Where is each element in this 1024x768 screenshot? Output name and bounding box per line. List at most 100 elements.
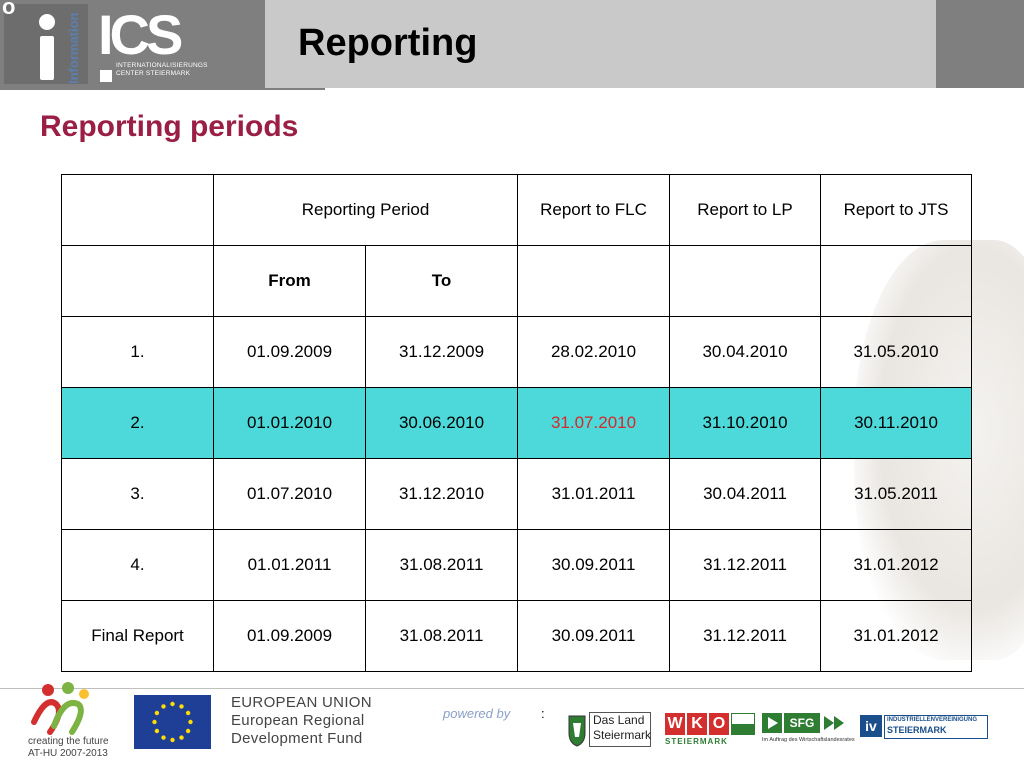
subheader-blank-cell bbox=[820, 245, 973, 317]
row-label: 4. bbox=[61, 529, 214, 601]
cell-from: 01.07.2010 bbox=[213, 458, 366, 530]
row-label: Final Report bbox=[61, 600, 214, 672]
subheader-blank-cell bbox=[669, 245, 822, 317]
cell-from: 01.01.2010 bbox=[213, 387, 366, 459]
iv-steiermark-logo: iv INDUSTRIELLENVEREINIGUNG STEIERMARK bbox=[860, 715, 988, 739]
cell-report-lp: 30.04.2011 bbox=[669, 458, 822, 530]
subheader-blank-cell bbox=[61, 245, 214, 317]
das-land-line2: Steiermark bbox=[593, 728, 652, 742]
cell-report-jts: 31.01.2012 bbox=[820, 529, 973, 601]
ics-logo-subtitle: INTERNATIONALISIERUNGS CENTER STEIERMARK bbox=[116, 62, 208, 78]
cell-to: 31.08.2011 bbox=[364, 529, 519, 601]
das-land-steiermark-logo: Das Land Steiermark bbox=[568, 712, 651, 748]
eu-fund-text: EUROPEAN UNION European Regional Develop… bbox=[231, 694, 372, 748]
ics-logo-square bbox=[100, 70, 112, 82]
powered-by-colon: : bbox=[541, 706, 545, 721]
cell-report-flc-highlighted: 31.07.2010 bbox=[517, 387, 671, 459]
cell-from: 01.01.2011 bbox=[213, 529, 366, 601]
row-label: 1. bbox=[61, 316, 214, 388]
wko-letter-o: O bbox=[709, 713, 729, 735]
cell-from: 01.09.2009 bbox=[213, 316, 366, 388]
wko-letter-w: W bbox=[665, 713, 685, 735]
iv-text-box: INDUSTRIELLENVEREINIGUNG STEIERMARK bbox=[884, 715, 988, 739]
cell-to: 31.12.2009 bbox=[364, 316, 519, 388]
ics-subtitle-line2: CENTER STEIERMARK bbox=[116, 70, 191, 77]
cell-from: 01.09.2009 bbox=[213, 600, 366, 672]
page-title: Reporting bbox=[298, 22, 478, 64]
cell-report-lp: 31.10.2010 bbox=[669, 387, 822, 459]
sfg-sub-label: Im Auftrag des Wirtschaftslandesrates bbox=[762, 737, 855, 743]
eu-line3: Development Fund bbox=[231, 730, 363, 747]
sfg-name: SFG bbox=[784, 713, 820, 733]
row-label: 3. bbox=[61, 458, 214, 530]
cell-report-lp: 30.04.2010 bbox=[669, 316, 822, 388]
cell-to: 30.06.2010 bbox=[364, 387, 519, 459]
wko-flag-icon bbox=[731, 713, 755, 735]
ctf-line1: creating the future bbox=[28, 736, 109, 747]
cell-report-lp: 31.12.2011 bbox=[669, 600, 822, 672]
eu-flag bbox=[134, 695, 211, 749]
table-row: 1. 01.09.2009 31.12.2009 28.02.2010 30.0… bbox=[61, 316, 973, 388]
das-land-line1: Das Land bbox=[593, 713, 645, 727]
wko-sub-label: STEIERMARK bbox=[665, 737, 728, 746]
section-title: Reporting periods bbox=[40, 110, 299, 143]
creating-the-future-logo: creating the future AT-HU 2007-2013 bbox=[28, 682, 128, 762]
ics-logo: ICS INTERNATIONALISIERUNGS CENTER STEIER… bbox=[98, 3, 248, 82]
eu-line1: EUROPEAN UNION bbox=[231, 694, 372, 711]
reporting-periods-table: Reporting Period Report to FLC Report to… bbox=[61, 174, 973, 672]
header-report-to-flc: Report to FLC bbox=[517, 174, 671, 246]
powered-by-label: powered by bbox=[443, 706, 511, 721]
cell-report-flc: 30.09.2011 bbox=[517, 529, 671, 601]
iv-line1: INDUSTRIELLENVEREINIGUNG bbox=[887, 717, 978, 723]
header-blank-cell bbox=[61, 174, 214, 246]
wko-steiermark-logo: W K O STEIERMARK bbox=[665, 713, 755, 747]
cell-report-flc: 28.02.2010 bbox=[517, 316, 671, 388]
information-label: Information bbox=[66, 12, 81, 85]
header-bar: Information o ICS INTERNATIONALISIERUNGS… bbox=[0, 0, 1024, 88]
subheader-blank-cell bbox=[517, 245, 671, 317]
corner-mark: o bbox=[2, 0, 16, 19]
sfg-play-icon bbox=[762, 713, 782, 733]
iv-line2: STEIERMARK bbox=[887, 725, 947, 735]
das-land-text-box: Das Land Steiermark bbox=[589, 712, 651, 747]
header-reporting-period: Reporting Period bbox=[212, 174, 519, 246]
header-report-to-lp: Report to LP bbox=[669, 174, 822, 246]
cell-report-flc: 31.01.2011 bbox=[517, 458, 671, 530]
figures-icon bbox=[31, 682, 89, 735]
header-divider bbox=[0, 88, 325, 90]
cell-to: 31.08.2011 bbox=[364, 600, 519, 672]
coat-of-arms-icon bbox=[568, 715, 586, 747]
ics-subtitle-line1: INTERNATIONALISIERUNGS bbox=[116, 62, 208, 69]
wko-letter-k: K bbox=[687, 713, 707, 735]
table-row: 3. 01.07.2010 31.12.2010 31.01.2011 30.0… bbox=[61, 458, 973, 530]
header-report-to-jts: Report to JTS bbox=[820, 174, 973, 246]
cell-report-jts: 31.01.2012 bbox=[820, 600, 973, 672]
row-label: 2. bbox=[61, 387, 214, 459]
cell-report-jts: 31.05.2010 bbox=[820, 316, 973, 388]
eu-line2: European Regional bbox=[231, 712, 365, 729]
header-right-panel bbox=[936, 0, 1024, 88]
cell-to: 31.12.2010 bbox=[364, 458, 519, 530]
cell-report-jts: 31.05.2011 bbox=[820, 458, 973, 530]
wko-letter-boxes: W K O bbox=[665, 713, 755, 735]
cell-report-flc: 30.09.2011 bbox=[517, 600, 671, 672]
sfg-logo: SFG Im Auftrag des Wirtschaftslandesrate… bbox=[762, 713, 855, 747]
table-row-highlighted: 2. 01.01.2010 30.06.2010 31.07.2010 31.1… bbox=[61, 387, 973, 459]
sfg-forward-icon bbox=[822, 713, 846, 733]
eu-stars-icon bbox=[152, 701, 193, 743]
table-subheader-row: From To bbox=[61, 245, 973, 317]
cell-report-lp: 31.12.2011 bbox=[669, 529, 822, 601]
subheader-to: To bbox=[364, 245, 519, 317]
ics-logo-text: ICS bbox=[98, 3, 183, 66]
subheader-from: From bbox=[213, 245, 366, 317]
information-badge: Information bbox=[4, 4, 88, 84]
ctf-line2: AT-HU 2007-2013 bbox=[28, 748, 108, 759]
table-header-row: Reporting Period Report to FLC Report to… bbox=[61, 174, 973, 246]
header-logo-panel: Information o ICS INTERNATIONALISIERUNGS… bbox=[0, 0, 265, 88]
footer-divider bbox=[0, 688, 1024, 689]
iv-mark: iv bbox=[860, 715, 882, 737]
table-row: 4. 01.01.2011 31.08.2011 30.09.2011 31.1… bbox=[61, 529, 973, 601]
cell-report-jts: 30.11.2010 bbox=[820, 387, 973, 459]
info-icon bbox=[34, 14, 60, 80]
table-row: Final Report 01.09.2009 31.08.2011 30.09… bbox=[61, 600, 973, 672]
